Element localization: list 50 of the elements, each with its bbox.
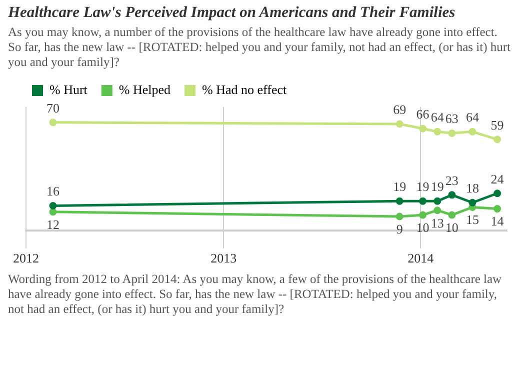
x-tick-label: 2013 xyxy=(210,250,237,266)
legend-label: % Had no effect xyxy=(202,82,287,97)
data-label: 13 xyxy=(430,215,444,230)
point xyxy=(434,197,442,205)
point xyxy=(396,197,404,205)
data-label: 24 xyxy=(490,171,504,186)
point xyxy=(419,211,427,219)
point xyxy=(494,136,502,144)
data-label: 63 xyxy=(445,111,458,126)
text: Wording from 2012 to April 2014: As you may know, a few of the provisions of the healthcare law have already gone into effect. So far, has the new law -- [ROTATED: helped you and your family, not had an effect, (or has it) hurt you and your family]? xyxy=(8,272,503,317)
data-label: 10 xyxy=(416,220,430,235)
legend-label: % Helped xyxy=(118,82,172,97)
data-label: 69 xyxy=(393,102,406,117)
data-label: 15 xyxy=(466,212,479,228)
data-label: 10 xyxy=(445,220,458,235)
point xyxy=(49,202,57,210)
point xyxy=(468,198,476,206)
x-tick-label: 2012 xyxy=(13,250,39,266)
data-label: 19 xyxy=(416,179,430,194)
data-label: 59 xyxy=(490,117,504,132)
legend-label: % Hurt xyxy=(50,82,88,97)
data-label: 70 xyxy=(46,100,60,116)
data-label: 18 xyxy=(466,180,479,196)
point xyxy=(434,206,442,214)
point xyxy=(419,197,427,205)
point xyxy=(49,208,57,216)
data-label: 9 xyxy=(396,221,403,236)
chart-title: Healthcare Law's Perceived Impact on Americans and Their Families xyxy=(8,4,456,22)
point xyxy=(494,190,502,198)
data-label: 19 xyxy=(393,179,406,194)
data-label: 23 xyxy=(445,172,458,188)
point xyxy=(448,211,456,219)
point xyxy=(468,128,476,136)
point xyxy=(448,129,456,137)
point xyxy=(434,128,442,136)
data-label: 66 xyxy=(416,106,430,122)
point xyxy=(49,118,57,126)
data-label: 12 xyxy=(46,216,60,232)
chart-subtitle: As you may know, a number of the provisions of the healthcare law have already gone into effect. So far, has the new law -- [ROTATED: helped you and your family, not had an effect, (or has it) hurt you and your family]? xyxy=(8,25,511,70)
point xyxy=(448,191,456,199)
data-label: 64 xyxy=(466,110,480,125)
data-label: 16 xyxy=(46,184,60,199)
x-tick-label: 2014 xyxy=(408,250,434,266)
point xyxy=(396,120,404,128)
point xyxy=(396,212,404,220)
data-label: 64 xyxy=(430,110,444,125)
data-label: 19 xyxy=(430,179,444,194)
data-label: 14 xyxy=(490,214,504,229)
point xyxy=(419,124,427,132)
point xyxy=(494,205,502,213)
